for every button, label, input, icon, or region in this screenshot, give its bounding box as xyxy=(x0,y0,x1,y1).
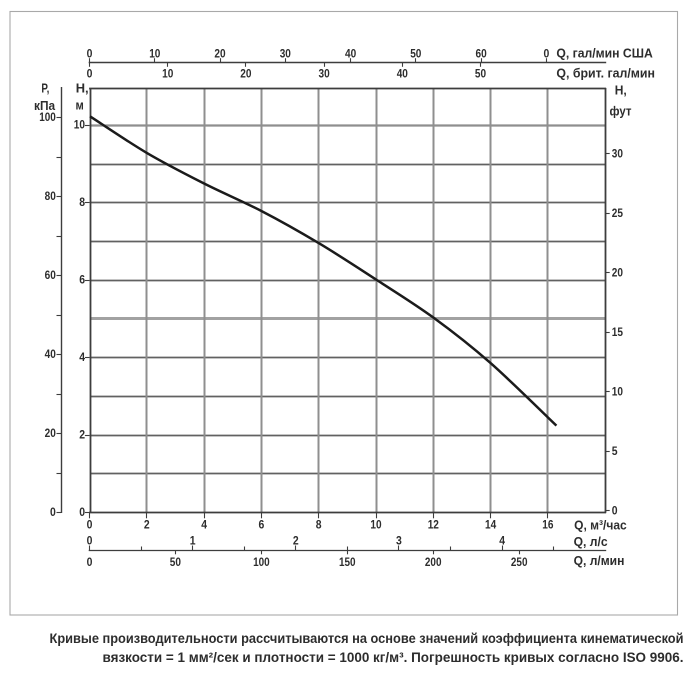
svg-text:60: 60 xyxy=(476,46,487,60)
svg-text:50: 50 xyxy=(410,46,421,60)
svg-text:0: 0 xyxy=(612,504,618,518)
svg-text:5: 5 xyxy=(612,444,618,458)
svg-text:0: 0 xyxy=(87,518,93,532)
svg-text:10: 10 xyxy=(149,46,160,60)
svg-text:фут: фут xyxy=(610,104,632,119)
svg-text:12: 12 xyxy=(428,518,439,532)
svg-text:16: 16 xyxy=(542,518,553,532)
svg-text:10: 10 xyxy=(162,66,173,80)
svg-text:10: 10 xyxy=(612,385,623,399)
svg-text:20: 20 xyxy=(612,266,623,280)
svg-text:250: 250 xyxy=(511,555,528,569)
svg-text:Q, л/мин: Q, л/мин xyxy=(574,553,625,568)
svg-text:200: 200 xyxy=(425,555,442,569)
svg-text:0: 0 xyxy=(87,534,93,548)
svg-text:Q, брит. гал/мин: Q, брит. гал/мин xyxy=(556,66,655,81)
svg-text:20: 20 xyxy=(214,46,225,60)
svg-text:25: 25 xyxy=(612,206,623,220)
svg-text:0: 0 xyxy=(544,46,550,60)
svg-text:3: 3 xyxy=(396,534,402,548)
svg-text:2: 2 xyxy=(79,427,85,441)
svg-text:2: 2 xyxy=(144,518,150,532)
svg-text:Кривые производительности расс: Кривые производительности рассчитываются… xyxy=(50,630,684,646)
svg-text:40: 40 xyxy=(345,46,356,60)
svg-text:100: 100 xyxy=(39,110,56,124)
svg-text:6: 6 xyxy=(259,518,265,532)
svg-text:10: 10 xyxy=(74,118,85,132)
svg-text:кПа: кПа xyxy=(34,98,56,113)
svg-text:Q, м³/час: Q, м³/час xyxy=(574,518,627,533)
svg-text:50: 50 xyxy=(475,66,486,80)
svg-text:40: 40 xyxy=(45,347,56,361)
svg-text:40: 40 xyxy=(397,66,408,80)
svg-text:0: 0 xyxy=(79,505,85,519)
svg-text:4: 4 xyxy=(201,518,207,532)
svg-text:30: 30 xyxy=(612,147,623,161)
svg-text:100: 100 xyxy=(253,555,270,569)
svg-text:8: 8 xyxy=(79,195,85,209)
svg-text:P,: P, xyxy=(41,80,49,95)
svg-text:10: 10 xyxy=(370,518,381,532)
svg-text:м: м xyxy=(76,97,84,112)
svg-text:H,: H, xyxy=(615,83,627,98)
svg-text:1: 1 xyxy=(190,534,196,548)
svg-text:20: 20 xyxy=(240,66,251,80)
svg-text:Q, гал/мин США: Q, гал/мин США xyxy=(556,45,653,60)
svg-text:20: 20 xyxy=(45,426,56,440)
svg-text:4: 4 xyxy=(499,534,505,548)
svg-text:150: 150 xyxy=(339,555,356,569)
svg-text:14: 14 xyxy=(485,518,496,532)
svg-text:6: 6 xyxy=(79,272,85,286)
svg-text:0: 0 xyxy=(50,505,56,519)
svg-text:0: 0 xyxy=(87,555,93,569)
svg-text:80: 80 xyxy=(45,189,56,203)
svg-text:30: 30 xyxy=(280,46,291,60)
svg-text:Q, л/с: Q, л/с xyxy=(574,534,608,549)
svg-text:0: 0 xyxy=(87,46,93,60)
svg-text:4: 4 xyxy=(79,350,85,364)
svg-text:0: 0 xyxy=(87,66,93,80)
svg-text:вязкости = 1 мм²/сек и плотно: вязкости = 1 мм²/сек и плотности = 1000 … xyxy=(103,649,684,665)
svg-text:30: 30 xyxy=(319,66,330,80)
svg-text:2: 2 xyxy=(293,534,299,548)
svg-text:8: 8 xyxy=(316,518,322,532)
svg-text:15: 15 xyxy=(612,325,623,339)
svg-text:60: 60 xyxy=(45,268,56,282)
svg-text:H,: H, xyxy=(76,80,89,95)
svg-text:50: 50 xyxy=(170,555,181,569)
